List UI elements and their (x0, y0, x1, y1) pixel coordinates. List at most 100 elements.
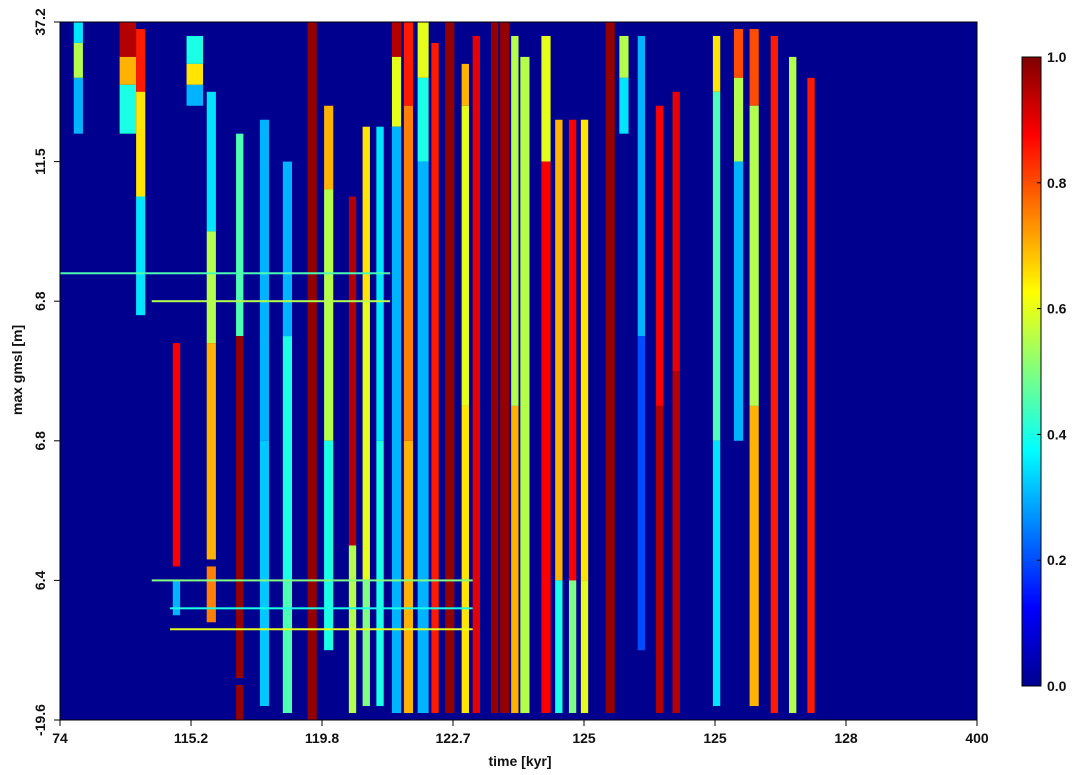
heatmap-cell (431, 42, 439, 714)
heatmap-cell (391, 22, 402, 57)
heatmap-cell (789, 56, 797, 714)
heatmap-cell (580, 119, 589, 581)
heatmap-band (151, 300, 391, 303)
y-tick-label: -19.6 (32, 704, 48, 736)
heatmap-cell (172, 343, 181, 567)
heatmap-cell (172, 580, 181, 616)
heatmap-cell (307, 22, 317, 720)
heatmap-cell (119, 22, 137, 57)
heatmap-cell (324, 189, 334, 441)
y-tick-label: 37.2 (32, 8, 48, 35)
heatmap-cell (656, 405, 664, 714)
heatmap-cell (672, 91, 680, 372)
heatmap-cell (259, 440, 270, 707)
heatmap-cell (461, 405, 469, 714)
y-tick-label: 6.8 (32, 431, 48, 451)
heatmap-cell (119, 56, 137, 85)
heatmap-cell (324, 105, 334, 190)
colorbar-tick-label: 0.2 (1047, 552, 1067, 568)
heatmap-cell (362, 580, 370, 707)
heatmap-cell (672, 371, 680, 714)
heatmap-cell (500, 22, 510, 714)
heatmap-cell (206, 566, 216, 623)
heatmap-cell (712, 91, 721, 441)
heatmap-cell (206, 231, 216, 344)
heatmap-cell (511, 405, 519, 714)
heatmap-cell (236, 685, 244, 720)
heatmap-cell (186, 84, 204, 106)
heatmap-cell (417, 161, 429, 714)
y-axis: 37.2 11.5 6.8 6.8 6.4 -19.6 (32, 8, 61, 736)
heatmap-cell (445, 22, 455, 714)
heatmap-band (60, 272, 391, 275)
heatmap-cell (619, 77, 629, 134)
heatmap-cell (733, 77, 744, 162)
y-axis-label: max gmsl [m] (9, 325, 25, 415)
heatmap-cell (555, 580, 563, 714)
heatmap-cell (461, 105, 469, 406)
heatmap-cell (568, 119, 577, 581)
heatmap-cell (580, 580, 589, 714)
heatmap-cell (186, 35, 204, 64)
x-tick-label: 119.8 (305, 730, 339, 746)
heatmap-cell (73, 22, 83, 43)
heatmap-cell (605, 22, 615, 714)
colorbar-tick-label: 1.0 (1047, 49, 1067, 65)
heatmap-cell (733, 28, 744, 78)
y-tick-label: 6.8 (32, 291, 48, 311)
heatmap-cell (391, 126, 402, 714)
heatmap-cell (73, 42, 83, 78)
heatmap-cell (749, 105, 759, 406)
heatmap-cell (236, 133, 244, 337)
heatmap-cell (637, 35, 646, 337)
heatmap-cell (376, 126, 384, 441)
heatmap-cell (282, 336, 293, 581)
heatmap-cell (472, 35, 480, 714)
heatmap-cell (186, 63, 204, 85)
heatmap-cell (403, 105, 414, 441)
heatmap-cell (541, 35, 551, 162)
x-axis-label: time [kyr] (488, 753, 551, 769)
colorbar-tick-label: 0.8 (1047, 175, 1067, 191)
heatmap-cell (119, 84, 137, 134)
heatmap-cell (136, 91, 146, 197)
heatmap-cell (73, 77, 83, 134)
x-tick-label: 115.2 (174, 730, 208, 746)
colorbar-tick-label: 0.6 (1047, 301, 1067, 317)
heatmap-cell (619, 35, 629, 78)
heatmap-cell (490, 22, 499, 714)
heatmap-cell (236, 336, 244, 679)
y-tick-label: 6.4 (32, 570, 48, 590)
heatmap-cell (511, 35, 519, 406)
heatmap-cell (417, 77, 429, 162)
heatmap-cell (206, 91, 216, 232)
heatmap-cell (259, 119, 270, 441)
heatmap-cell (282, 580, 293, 714)
heatmap-cell (282, 161, 293, 337)
heatmap-cell (749, 28, 759, 106)
heatmap-cell (712, 35, 721, 92)
heatmap-cell (520, 56, 530, 714)
x-tick-label: 74 (52, 730, 68, 746)
colorbar-gradient (1021, 56, 1042, 687)
plot-area (59, 21, 978, 721)
heatmap-cells (60, 22, 815, 720)
x-tick-label: 125 (572, 730, 596, 746)
heatmap-cell (555, 119, 563, 581)
heatmap-band (151, 579, 473, 582)
heatmap-cell (136, 196, 146, 316)
colorbar-tick-label: 0.0 (1047, 678, 1067, 694)
heatmap-cell (541, 161, 551, 714)
heatmap-cell (206, 343, 216, 560)
heatmap-cell (391, 56, 402, 127)
heatmap-cell (461, 63, 469, 106)
heatmap-band (170, 628, 473, 631)
heatmap-cell (136, 28, 146, 92)
heatmap-cell (403, 22, 414, 106)
heatmap-cell (417, 22, 429, 78)
x-tick-label: 400 (965, 730, 989, 746)
heatmap-cell (403, 440, 414, 714)
heatmap-cell (656, 105, 664, 406)
heatmap-cell (712, 440, 721, 707)
